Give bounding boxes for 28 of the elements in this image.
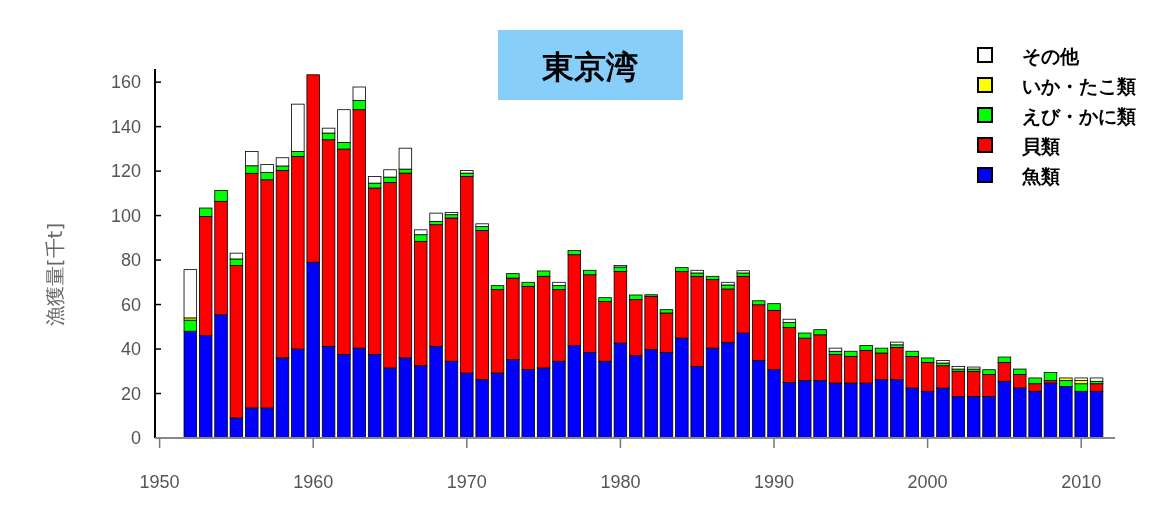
y-tick-label: 140 — [110, 116, 141, 137]
x-tick-label: 1980 — [600, 472, 641, 492]
bar — [183, 269, 198, 319]
x-tick-label: 1970 — [446, 472, 487, 492]
x-tick-label: 2010 — [1061, 472, 1102, 492]
x-tick-label: 2000 — [907, 472, 948, 492]
x-tick-label: 1960 — [293, 472, 334, 492]
bar — [429, 212, 443, 222]
legend-label: その他 — [1022, 45, 1080, 67]
y-tick-label: 160 — [110, 72, 141, 93]
bar — [1043, 371, 1058, 382]
y-axis-title: 漁獲量[千t] — [43, 222, 67, 327]
x-tick-label: 1950 — [139, 472, 180, 492]
y-tick-label: 40 — [120, 339, 141, 360]
legend-label: えび・かに類 — [1022, 105, 1136, 127]
bar — [275, 157, 290, 167]
legend-label: いか・たこ類 — [1022, 75, 1136, 97]
bar — [1043, 382, 1058, 439]
y-tick-label: 0 — [130, 428, 141, 448]
y-tick-label: 60 — [120, 294, 141, 315]
legend-label: 魚類 — [1021, 165, 1060, 187]
y-tick-label: 120 — [110, 161, 141, 182]
y-tick-label: 80 — [120, 250, 141, 271]
legend-label: 貝類 — [1021, 135, 1060, 157]
chart-title: 東京湾 — [541, 48, 638, 86]
x-tick-label: 1990 — [753, 472, 795, 492]
y-tick-label: 20 — [120, 383, 141, 404]
y-tick-label: 100 — [110, 205, 141, 226]
